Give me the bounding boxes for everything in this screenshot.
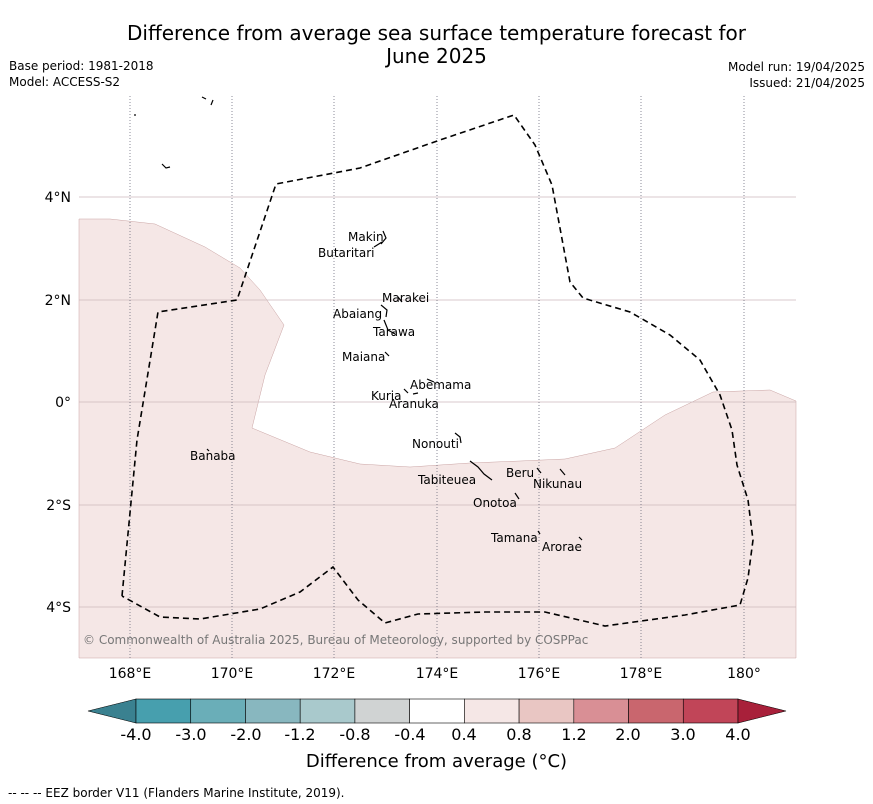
meta-left: Base period: 1981-2018 Model: ACCESS-S2 [9,58,154,90]
label-tarawa: Tarawa [372,325,415,339]
island-tabiteuea [469,460,493,481]
island-north-2 [201,96,207,100]
island-abemama [426,378,435,383]
colorbar-ticks: -4.0 -3.0 -2.0 -1.2 -0.8 -0.4 0.4 0.8 1.… [120,725,750,744]
lon-label-178e: 178°E [620,666,663,682]
label-onotoa: Onotoa [473,496,517,510]
colorbar-segment [299,698,356,724]
colorbar-segment [354,698,410,724]
island-abaiang [380,304,388,318]
island-onotoa [514,492,520,500]
lon-label-176e: 176°E [518,666,561,682]
colorbar-segment [518,698,575,724]
label-beru: Beru [506,466,534,480]
cbar-tick-label: -4.0 [120,725,151,744]
colorbar-segment [135,698,192,724]
label-tabiteuea: Tabiteuea [417,473,476,487]
label-nonouti: Nonouti [412,437,459,451]
island-banaba [206,448,210,452]
issued-date: Issued: 21/04/2025 [749,76,865,90]
island-beru [536,467,542,474]
colorbar-extension-high [737,698,787,724]
island-aranuka [412,392,419,395]
model-name: Model: ACCESS-S2 [9,75,121,89]
title-line-1: Difference from average sea surface temp… [126,21,746,45]
label-abaiang: Abaiang [333,307,382,321]
lon-label-180: 180° [727,666,761,682]
colorbar [87,698,787,724]
label-nikunau: Nikunau [533,477,582,491]
lon-axis: 168°E 170°E 172°E 174°E 176°E 178°E 180° [109,666,761,682]
colorbar-extension-low [87,698,137,724]
cbar-tick-label: -1.2 [284,725,315,744]
cbar-tick-label: 4.0 [725,725,750,744]
cbar-tick-label: 0.8 [506,725,531,744]
island-labels: Makin Butaritari Marakei Abaiang Tarawa … [190,230,582,554]
label-butaritari: Butaritari [318,246,375,260]
island-north-4 [161,163,171,169]
base-period: Base period: 1981-2018 [9,59,154,73]
colorbar-label: Difference from average (°C) [305,751,568,772]
label-kuria: Kuria [371,389,402,403]
lon-label-170e: 170°E [211,666,254,682]
island-tarawa [383,319,396,335]
title-line-2: June 2025 [386,44,487,68]
island-arorae [578,536,583,541]
eez-legend-note: -- -- -- EEZ border V11 (Flanders Marine… [8,786,345,800]
lat-label-0: 0° [55,395,71,411]
meta-right: Model run: 19/04/2025 Issued: 21/04/2025 [728,59,865,91]
cbar-tick-label: 1.2 [561,725,586,744]
island-maiana [384,351,390,357]
island-marakei [397,296,403,303]
colorbar-segment [628,698,684,724]
label-banaba: Banaba [190,449,236,463]
lat-axis: 4°N 2°N 0° 2°S 4°S [45,190,72,616]
lat-label-4s: 4°S [46,600,71,616]
label-aranuka: Aranuka [389,397,439,411]
lat-label-4n: 4°N [45,190,71,206]
island-nonouti [454,432,462,444]
label-marakei: Marakei [382,291,429,305]
label-maiana: Maiana [342,350,385,364]
lon-label-172e: 172°E [313,666,356,682]
model-run: Model run: 19/04/2025 [727,60,865,74]
colorbar-segment [682,698,739,724]
island-kuria [403,388,409,394]
lat-label-2s: 2°S [46,498,71,514]
meridians [129,96,745,658]
map-title: Difference from average sea surface temp… [0,22,873,68]
lon-label-174e: 174°E [416,666,459,682]
eez-border [121,114,754,627]
colorbar-segment [409,698,465,724]
island-tamana [537,530,541,535]
label-makin: Makin [348,230,384,244]
colorbar-segment [190,698,246,724]
cbar-tick-label: 2.0 [615,725,640,744]
island-north-3 [210,99,214,106]
anomaly-area-0.4-0.8 [78,218,797,659]
gridlines [79,196,796,608]
label-abemama: Abemama [410,378,471,392]
cbar-tick-label: 0.4 [451,725,476,744]
label-arorae: Arorae [542,540,582,554]
island-nikunau [559,468,566,476]
colorbar-segment [245,698,301,724]
islands [134,96,583,541]
cbar-tick-label: -3.0 [175,725,206,744]
label-tamana: Tamana [490,531,538,545]
colorbar-segment [464,698,520,724]
cbar-tick-label: -0.4 [394,725,425,744]
island-butaritari [373,241,383,248]
lat-label-2n: 2°N [45,293,71,309]
cbar-tick-label: -2.0 [230,725,261,744]
island-makin [380,230,387,245]
credit-text: © Commonwealth of Australia 2025, Bureau… [83,633,588,647]
cbar-tick-label: -0.8 [339,725,370,744]
colorbar-segment [573,698,629,724]
lon-label-168e: 168°E [109,666,152,682]
cbar-tick-label: 3.0 [670,725,695,744]
